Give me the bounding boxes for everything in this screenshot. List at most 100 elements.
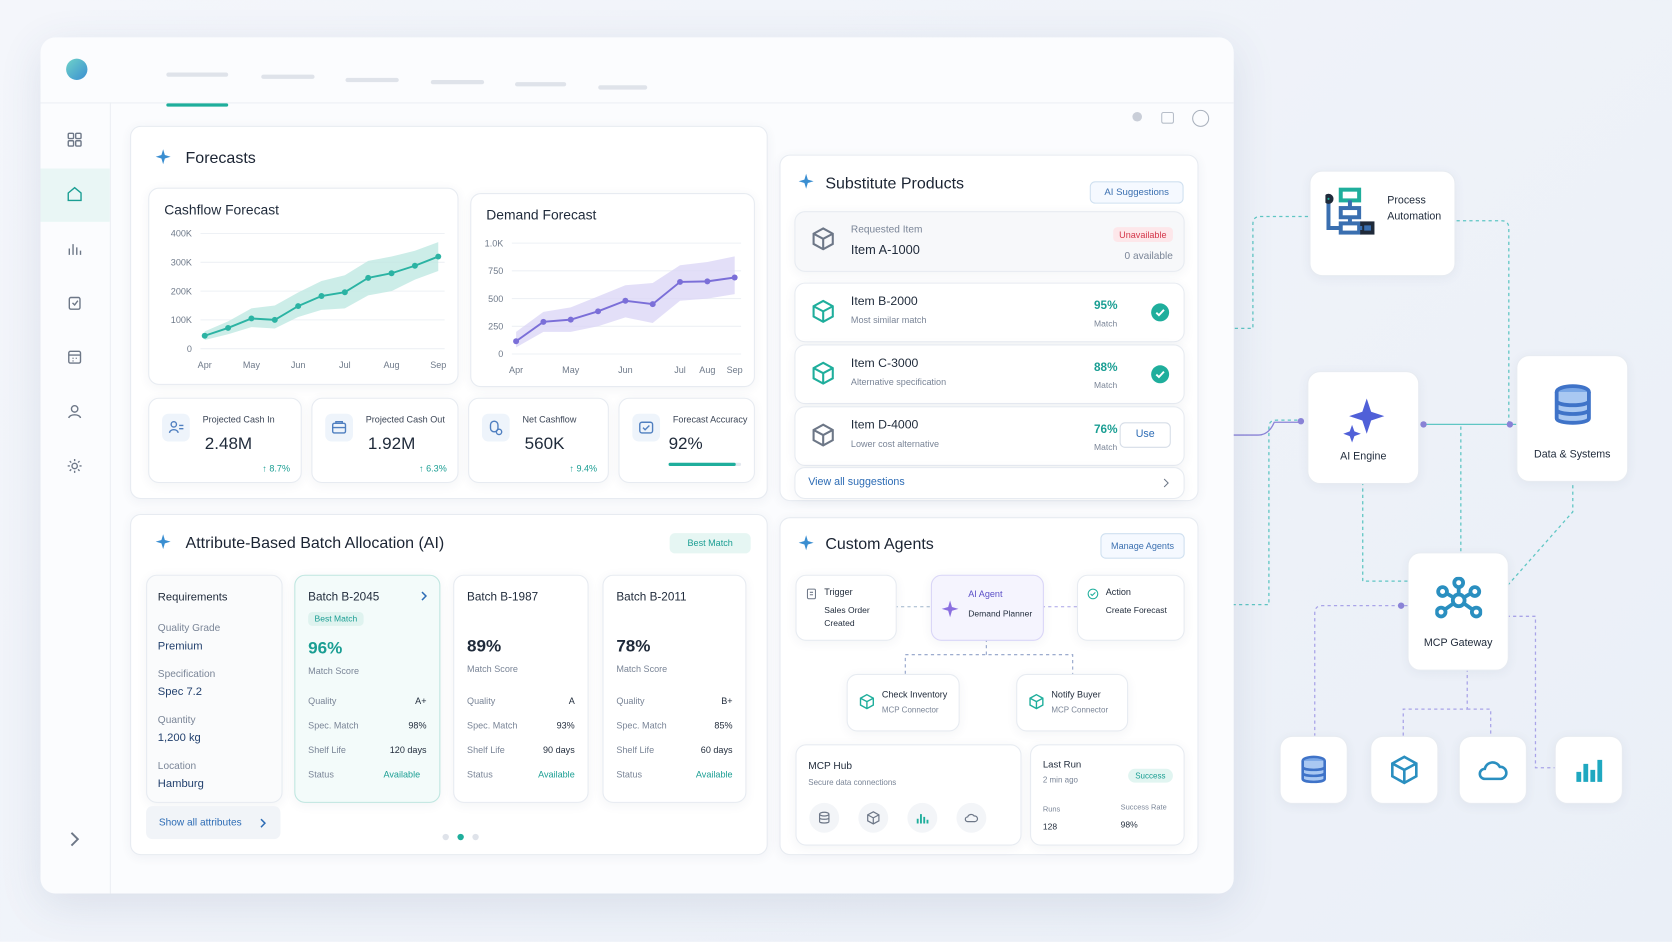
tool-sub: MCP Connector <box>881 704 939 715</box>
data-point <box>388 270 395 277</box>
connector-dot <box>1297 417 1305 425</box>
use-button[interactable]: Use <box>1119 422 1171 448</box>
diagram-node: AI Engine <box>1307 371 1420 485</box>
step-text: Demand Planner <box>968 608 1033 619</box>
data-point <box>225 324 232 331</box>
data-point <box>540 318 547 325</box>
ai-suggestions-badge[interactable]: AI Suggestions <box>1089 181 1184 204</box>
page-dot[interactable] <box>457 833 464 841</box>
substitute-item: Item D-4000 Lower cost alternative 76% Matc… <box>794 406 1185 466</box>
system-icon-glyph <box>1576 759 1603 782</box>
kpi-value: 2.48M <box>204 435 253 454</box>
node-label: AI Engine <box>1340 451 1387 463</box>
row-label: Shelf Life <box>308 744 346 755</box>
page-dot[interactable] <box>442 833 449 841</box>
kpi-label: Forecast Accuracy <box>672 413 748 425</box>
item-name: Item B-2000 <box>850 295 918 309</box>
rate-label: Success Rate <box>1120 803 1167 812</box>
requested-item: Requested Item Item A-1000 Unavailable 0 av… <box>794 211 1185 272</box>
step-icon <box>1087 586 1100 605</box>
system-icon <box>1298 754 1330 791</box>
manage-button[interactable]: Manage Agents <box>1100 533 1185 559</box>
data-point <box>365 274 372 281</box>
row-value: Available <box>383 768 421 780</box>
match-label: Match <box>1094 318 1118 329</box>
progress-bar <box>668 462 736 466</box>
nav-tab <box>598 84 648 90</box>
connector-dot <box>1397 602 1405 609</box>
tool-icon-glyph <box>1029 693 1044 710</box>
item-desc: Most similar match <box>850 314 927 326</box>
data-point <box>622 297 629 304</box>
node-icon <box>1434 576 1483 629</box>
cube-icon <box>810 360 836 391</box>
y-tick-label: 0 <box>187 344 192 354</box>
x-tick-label: Jul <box>674 365 686 375</box>
sidebar-icon-glyph <box>68 244 82 255</box>
step-icon-glyph <box>941 600 959 618</box>
row-value: A+ <box>415 695 427 706</box>
page-dot[interactable] <box>472 833 479 841</box>
data-point <box>318 293 325 299</box>
data-point <box>201 332 208 339</box>
batch-score: 78% <box>616 637 651 656</box>
sidebar-icon <box>66 186 83 208</box>
row-label: Status <box>467 768 493 780</box>
row-value: Available <box>695 768 733 780</box>
nav-tab <box>515 82 567 87</box>
substitutes-card: Substitute Products AI Suggestions Request… <box>779 154 1199 502</box>
sidebar-icon-glyph <box>67 459 82 473</box>
sidebar-icon-glyph <box>68 296 81 310</box>
kpi-icon-glyph <box>331 421 347 434</box>
row-label: Shelf Life <box>616 744 655 755</box>
row-value: 120 days <box>389 744 427 755</box>
cube-icon <box>810 422 836 453</box>
check-icon <box>1151 303 1170 328</box>
sparkle-icon <box>155 148 172 170</box>
connector-dot <box>1420 421 1427 428</box>
connector-dot <box>1506 421 1514 428</box>
chart: 0 100K 200K 300K 400K Apr May Jun Jul Aug Sep <box>171 229 447 370</box>
tool-title: Check Inventory <box>881 688 948 700</box>
kpi-change: ↑ 8.7% <box>262 462 291 474</box>
hub-icon-glyph <box>916 814 929 824</box>
cube-icon-glyph <box>812 299 834 323</box>
row-label: Quality <box>467 695 496 706</box>
item-name: Item C-3000 <box>850 357 919 371</box>
chevron-glyph <box>260 818 266 828</box>
node-label: Data & Systems <box>1534 448 1611 461</box>
field-value: 1,200 kg <box>157 731 201 745</box>
system-node <box>1554 735 1623 804</box>
check-icon-glyph <box>1151 365 1170 384</box>
field-value: Premium <box>157 639 203 653</box>
chart: 0 250 500 750 1.0K Apr May Jun Jul Aug Sep <box>485 238 743 375</box>
show-all-button[interactable]: Show all attributes <box>146 806 281 840</box>
batch-option: Batch B-1987 89% Match Score Quality A Spec. … <box>453 574 589 803</box>
chart-title: Cashflow Forecast <box>164 201 280 218</box>
x-tick-label: Apr <box>509 365 523 375</box>
x-tick-label: Apr <box>198 360 212 370</box>
item-name: Item D-4000 <box>850 419 919 432</box>
agent-step: AI Agent Demand Planner <box>930 574 1044 641</box>
row-label: Status <box>616 768 643 780</box>
sidebar-icon <box>66 457 83 479</box>
link-text[interactable]: View all suggestions <box>808 476 905 489</box>
agent-step: Trigger Sales Order Created <box>795 574 897 641</box>
tool-card: Check Inventory MCP Connector <box>846 673 960 732</box>
requirements: Requirements Quality Grade Premium Specific… <box>146 574 283 803</box>
step-label: Action <box>1105 586 1131 598</box>
batch-card: Attribute-Based Batch Allocation (AI) Bes… <box>130 513 768 856</box>
sidebar-icon-glyph <box>67 132 82 147</box>
system-icon-glyph <box>1391 755 1418 785</box>
batch-score: 96% <box>308 639 343 658</box>
hub-icon-glyph <box>818 811 830 824</box>
node-label: MCP Gateway <box>1423 637 1493 650</box>
hub-icon <box>858 802 889 833</box>
chart-title: Demand Forecast <box>486 206 597 223</box>
run-status: Success <box>1127 768 1173 783</box>
row-label: Quality <box>616 695 645 706</box>
row-value: 85% <box>714 719 733 731</box>
requirements-title: Requirements <box>157 590 228 604</box>
